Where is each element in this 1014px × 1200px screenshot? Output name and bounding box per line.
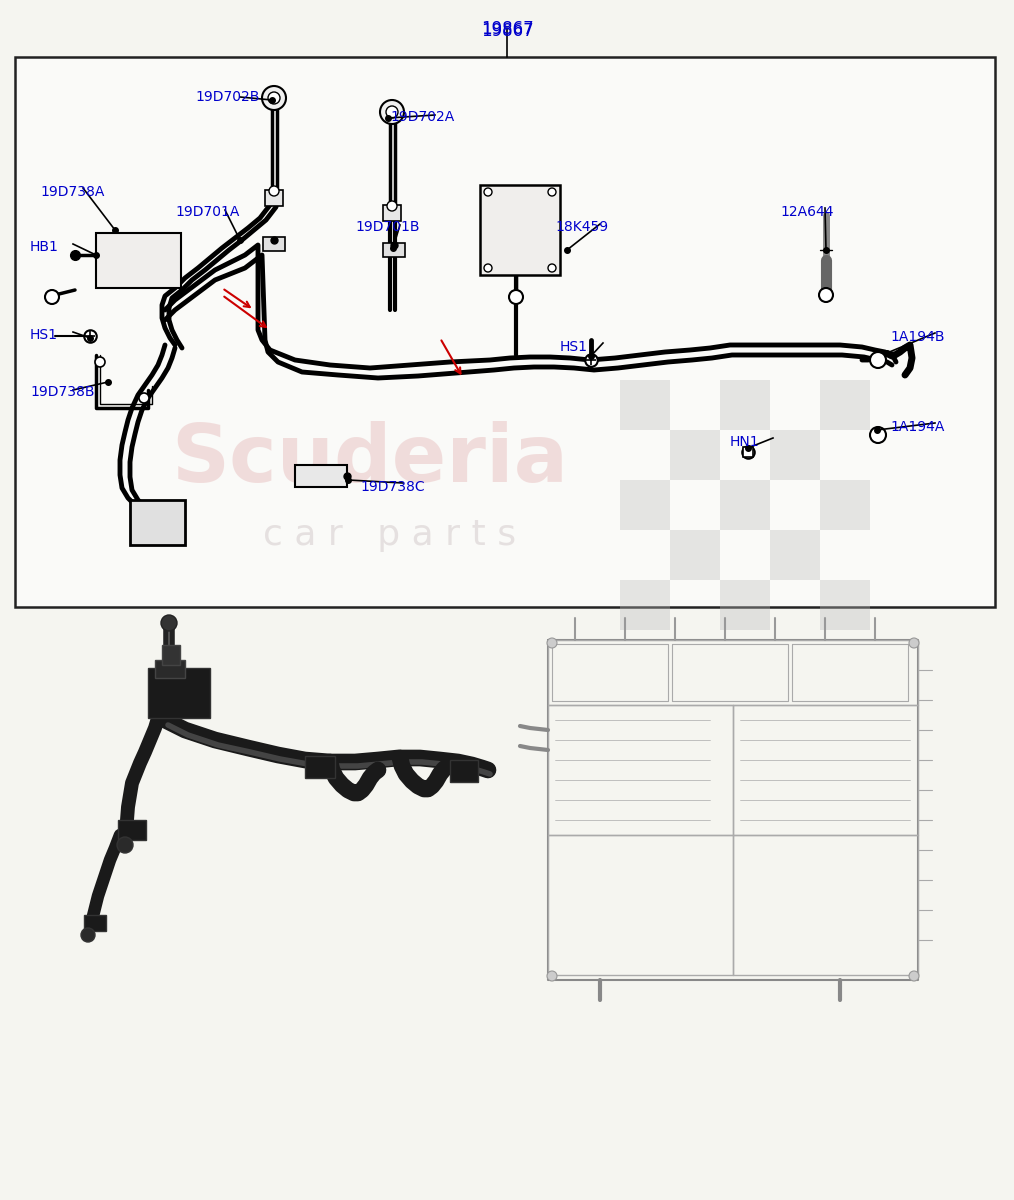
Circle shape [870, 352, 886, 368]
Bar [84, 914, 106, 931]
Bar [155, 660, 185, 678]
Text: 19D701A: 19D701A [175, 205, 239, 218]
Bar [305, 756, 335, 778]
Circle shape [909, 638, 919, 648]
Circle shape [269, 186, 279, 196]
Bar [162, 646, 180, 665]
Text: HB1: HB1 [30, 240, 59, 254]
Circle shape [547, 971, 557, 982]
Text: 19D738C: 19D738C [360, 480, 425, 494]
Bar [130, 500, 185, 545]
Text: 1A194A: 1A194A [890, 420, 944, 434]
Bar [720, 380, 770, 430]
Circle shape [909, 971, 919, 982]
Text: 19D738A: 19D738A [40, 185, 104, 199]
Bar [670, 530, 720, 580]
Bar [620, 580, 670, 630]
Circle shape [509, 290, 523, 304]
Bar [720, 480, 770, 530]
Circle shape [380, 100, 404, 124]
Bar [820, 480, 870, 530]
Circle shape [117, 838, 133, 853]
Bar [620, 480, 670, 530]
Text: 19D702B: 19D702B [195, 90, 260, 104]
Bar [770, 430, 820, 480]
Text: HS1: HS1 [30, 328, 58, 342]
Circle shape [45, 290, 59, 304]
Circle shape [548, 264, 556, 272]
Bar [383, 205, 401, 221]
Text: 19D702A: 19D702A [390, 110, 454, 124]
Bar [450, 760, 478, 782]
Circle shape [484, 264, 492, 272]
Circle shape [386, 106, 399, 118]
Circle shape [547, 638, 557, 648]
Circle shape [81, 928, 95, 942]
Bar [770, 530, 820, 580]
Bar [263, 236, 285, 251]
Bar [118, 820, 146, 840]
Circle shape [484, 188, 492, 196]
Bar [96, 233, 182, 288]
Circle shape [548, 188, 556, 196]
Bar [265, 190, 283, 206]
Text: HN1: HN1 [730, 434, 759, 449]
Bar [148, 668, 210, 718]
Bar [620, 380, 670, 430]
Circle shape [870, 427, 886, 443]
Circle shape [268, 92, 280, 104]
Text: 1A194B: 1A194B [890, 330, 944, 344]
Circle shape [161, 614, 177, 631]
Text: 12A644: 12A644 [780, 205, 834, 218]
Text: c a r   p a r t s: c a r p a r t s [264, 518, 516, 552]
Bar [295, 464, 347, 487]
Text: 19867: 19867 [481, 22, 533, 40]
Bar [670, 430, 720, 480]
Text: 19867: 19867 [481, 20, 533, 38]
Bar [820, 580, 870, 630]
Bar [383, 242, 405, 257]
Circle shape [95, 358, 105, 367]
Text: 19D738B: 19D738B [30, 385, 94, 398]
Bar [15, 56, 995, 607]
Circle shape [387, 200, 397, 211]
Text: 18K459: 18K459 [555, 220, 608, 234]
Circle shape [139, 392, 149, 403]
Text: HS1: HS1 [560, 340, 588, 354]
Circle shape [262, 86, 286, 110]
Text: Scuderia: Scuderia [171, 421, 569, 499]
Circle shape [819, 288, 832, 302]
Bar [480, 185, 560, 275]
Bar [720, 580, 770, 630]
Text: 19D701B: 19D701B [355, 220, 420, 234]
Bar [820, 380, 870, 430]
